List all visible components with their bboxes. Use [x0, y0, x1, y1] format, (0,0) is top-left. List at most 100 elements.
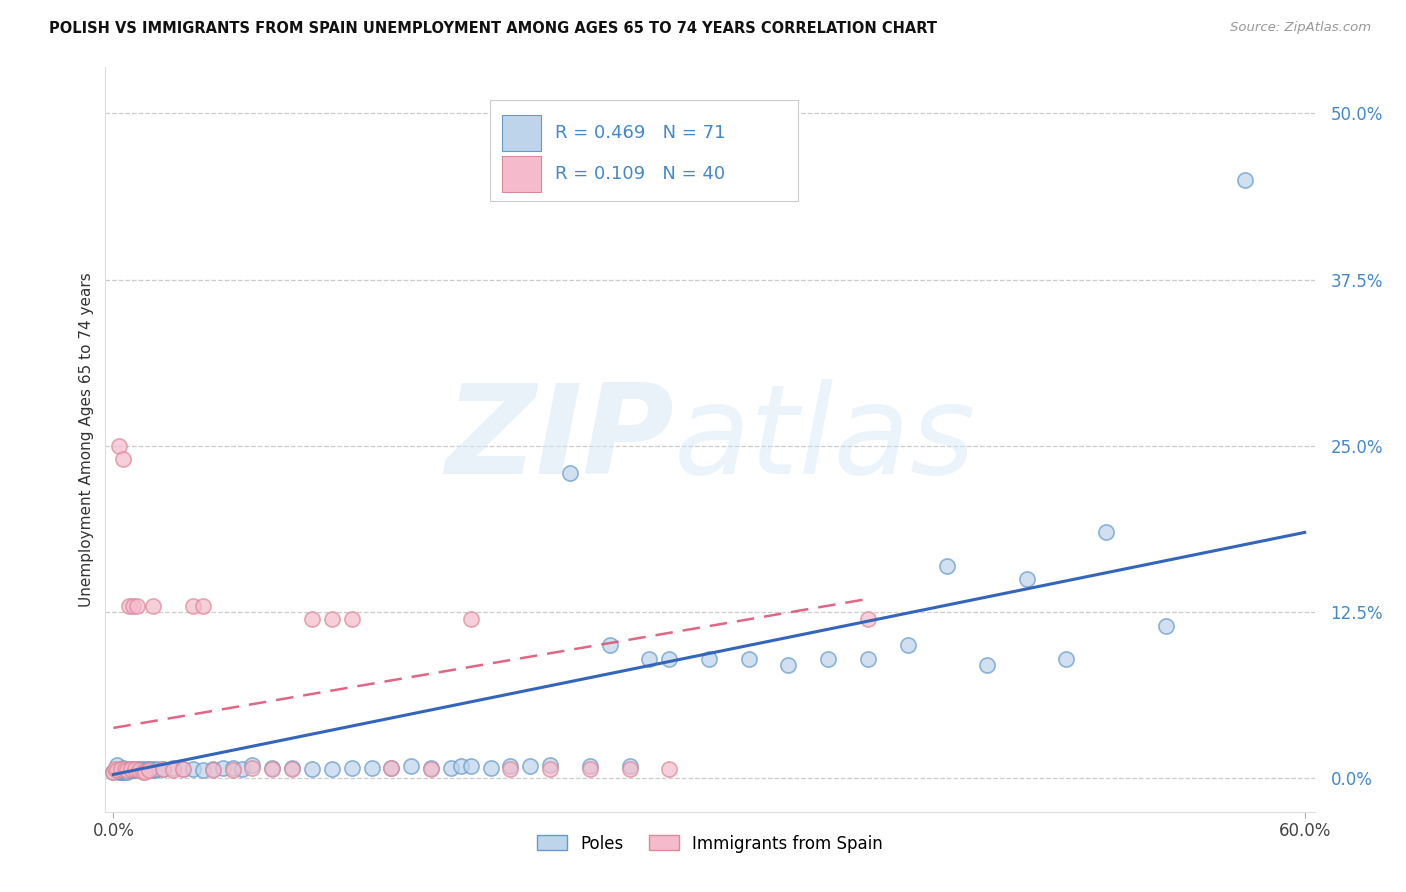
Text: Source: ZipAtlas.com: Source: ZipAtlas.com [1230, 21, 1371, 34]
Point [114, 762, 136, 776]
Point [479, 761, 502, 775]
Point [128, 764, 150, 778]
Point [538, 758, 561, 772]
Point [104, 762, 127, 776]
Point [420, 761, 443, 775]
Point [143, 764, 166, 778]
Point [108, 439, 131, 453]
Point [191, 599, 214, 613]
Point [619, 762, 641, 776]
Point [120, 762, 142, 776]
Text: POLISH VS IMMIGRANTS FROM SPAIN UNEMPLOYMENT AMONG AGES 65 TO 74 YEARS CORRELATI: POLISH VS IMMIGRANTS FROM SPAIN UNEMPLOY… [49, 21, 938, 36]
Point [201, 762, 224, 776]
Point [856, 652, 879, 666]
Point [579, 762, 602, 776]
Point [221, 764, 243, 778]
Point [142, 762, 165, 776]
Point [1015, 572, 1038, 586]
Point [129, 764, 152, 778]
Point [697, 652, 720, 666]
Point [110, 764, 132, 779]
Point [519, 759, 541, 773]
Point [658, 652, 681, 666]
Point [122, 599, 145, 613]
Point [420, 762, 443, 776]
Point [120, 764, 142, 778]
Point [139, 764, 162, 778]
Point [440, 761, 463, 775]
Point [103, 764, 125, 779]
Point [460, 759, 482, 773]
Point [231, 762, 253, 776]
Point [127, 762, 149, 776]
Point [281, 761, 304, 775]
Point [114, 764, 136, 779]
Point [638, 652, 661, 666]
Text: ZIP: ZIP [446, 379, 673, 500]
Point [399, 759, 422, 773]
Legend: Poles, Immigrants from Spain: Poles, Immigrants from Spain [530, 828, 890, 859]
Point [976, 658, 998, 673]
Point [1054, 652, 1077, 666]
Point [538, 762, 561, 776]
Point [321, 762, 343, 776]
Point [112, 761, 135, 775]
Point [450, 759, 472, 773]
Point [134, 764, 156, 778]
Bar [502, 115, 541, 151]
Point [103, 764, 125, 779]
Point [201, 764, 224, 778]
Point [281, 762, 304, 776]
Point [380, 761, 402, 775]
Point [108, 764, 131, 779]
Y-axis label: Unemployment Among Ages 65 to 74 years: Unemployment Among Ages 65 to 74 years [79, 272, 94, 607]
Point [558, 466, 581, 480]
Point [360, 761, 382, 775]
Point [132, 762, 155, 776]
Point [240, 761, 263, 775]
Point [122, 762, 145, 776]
Point [499, 762, 522, 776]
Point [1095, 525, 1118, 540]
Point [124, 764, 146, 778]
Point [128, 762, 150, 776]
Text: R = 0.109   N = 40: R = 0.109 N = 40 [555, 165, 725, 183]
Point [181, 599, 204, 613]
Point [132, 764, 155, 779]
Point [1234, 173, 1257, 187]
Point [134, 764, 156, 779]
Point [817, 652, 839, 666]
Bar [502, 156, 541, 192]
Point [240, 758, 263, 772]
Text: R = 0.469   N = 71: R = 0.469 N = 71 [555, 124, 725, 142]
Point [340, 761, 363, 775]
Point [301, 612, 323, 626]
Point [460, 612, 482, 626]
Point [262, 761, 284, 775]
Point [124, 762, 146, 776]
Point [118, 599, 141, 613]
Point [211, 761, 233, 775]
Point [778, 658, 800, 673]
Point [146, 762, 169, 776]
Point [136, 762, 159, 776]
Point [105, 758, 128, 772]
Point [134, 764, 156, 778]
Point [897, 639, 920, 653]
Point [118, 764, 141, 778]
Point [262, 762, 284, 776]
Point [138, 762, 160, 776]
Point [856, 612, 879, 626]
Point [221, 761, 243, 775]
Point [162, 761, 184, 775]
Point [321, 612, 343, 626]
Point [110, 762, 132, 776]
Point [105, 764, 128, 778]
Text: atlas: atlas [673, 379, 976, 500]
Point [599, 639, 621, 653]
Point [619, 759, 641, 773]
Point [1154, 618, 1177, 632]
Point [340, 612, 363, 626]
Point [172, 762, 194, 776]
Point [117, 764, 139, 779]
